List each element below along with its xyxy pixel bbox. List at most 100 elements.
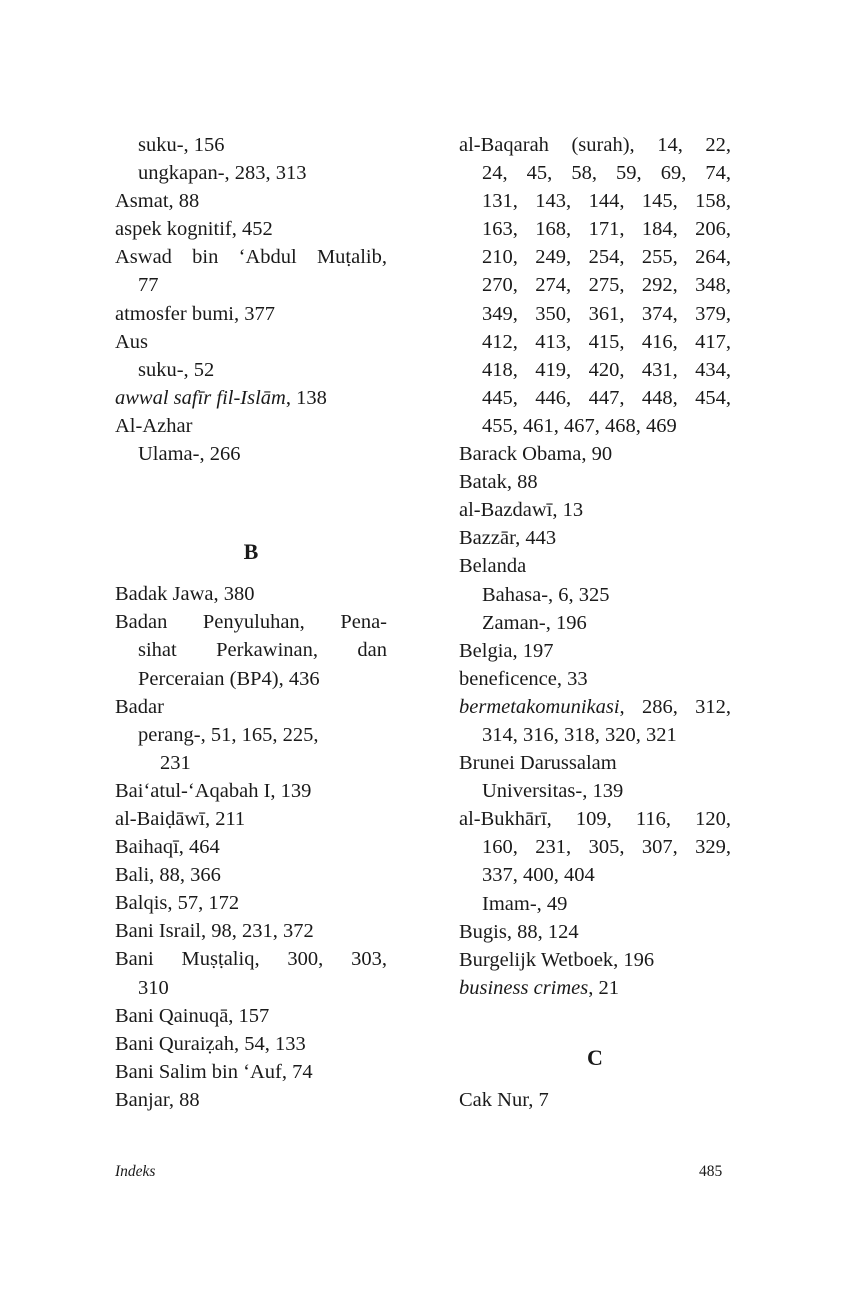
index-text: al-Baqarah (surah), 14, 22, xyxy=(459,134,731,156)
index-letter-heading: B xyxy=(115,524,387,580)
index-subentry-line: ungkapan-, 283, 313 xyxy=(115,159,387,187)
index-text: Badak Jawa, 380 xyxy=(115,583,255,606)
index-subentry-line: 231 xyxy=(115,749,387,777)
index-letter-heading: C xyxy=(459,1030,731,1086)
index-text: 445, 446, 447, 448, 454, xyxy=(482,386,731,409)
index-subentry-line: 131, 143, 144, 145, 158, xyxy=(459,187,731,215)
index-term-italic: business crimes xyxy=(459,976,589,999)
index-subentry-line: Universitas-, 139 xyxy=(459,777,731,805)
page-number: 485 xyxy=(699,1163,723,1180)
index-text: Universitas-, 139 xyxy=(482,780,624,803)
index-text: B xyxy=(243,539,259,565)
index-text: 131, 143, 144, 145, 158, xyxy=(482,190,731,213)
index-entry-line: beneficence, 33 xyxy=(459,665,731,693)
index-text: 349, 350, 361, 374, 379, xyxy=(482,302,731,325)
index-subentry-line: suku-, 156 xyxy=(115,131,387,159)
index-subentry-line: Imam-, 49 xyxy=(459,890,731,918)
index-entry-line: Balqis, 57, 172 xyxy=(115,889,387,917)
index-entry-line: Belanda xyxy=(459,552,731,580)
index-subentry-line: 455, 461, 467, 468, 469 xyxy=(459,412,731,440)
index-text: Cak Nur, 7 xyxy=(459,1088,549,1111)
index-text: 77 xyxy=(138,274,159,297)
index-subentry-line: 77 xyxy=(115,271,387,299)
index-entry-line: awwal safīr fil-Islām, 138 xyxy=(115,384,387,412)
index-entry-line: Badar xyxy=(115,693,387,721)
index-entry-line: business crimes, 21 xyxy=(459,974,731,1002)
index-subentry-line: 210, 249, 254, 255, 264, xyxy=(459,243,731,271)
index-text: Bani Salim bin ‘Auf, 74 xyxy=(115,1060,313,1083)
index-text: 210, 249, 254, 255, 264, xyxy=(482,246,731,269)
index-term-italic: awwal safīr fil-Islām xyxy=(115,386,286,409)
index-column-right: al-Baqarah (surah), 14, 22, 24, 45, 58, 5… xyxy=(459,131,731,1114)
index-text: al-Baiḍāwī, 211 xyxy=(115,807,246,830)
index-subentry-line: 445, 446, 447, 448, 454, xyxy=(459,384,731,412)
index-text: Batak, 88 xyxy=(459,471,538,494)
index-entry-line: Aus xyxy=(115,328,387,356)
index-entry-line xyxy=(115,468,387,496)
index-entry-line: Banjar, 88 xyxy=(115,1086,387,1114)
index-text: perang-, 51, 165, 225, xyxy=(138,723,319,746)
index-entry-line: Cak Nur, 7 xyxy=(459,1086,731,1114)
index-text: Bali, 88, 366 xyxy=(115,864,221,887)
index-text: Badan Penyuluhan, Pena- xyxy=(115,611,387,634)
index-text: 337, 400, 404 xyxy=(482,864,595,887)
index-text: Bahasa-, 6, 325 xyxy=(482,583,610,606)
index-text: , 21 xyxy=(588,976,620,999)
index-text: al-Bukhārī, 109, 116, 120, xyxy=(459,808,731,831)
index-subentry-line: 412, 413, 415, 416, 417, xyxy=(459,328,731,356)
index-subentry-line: 337, 400, 404 xyxy=(459,861,731,889)
index-entry-line: atmosfer bumi, 377 xyxy=(115,300,387,328)
index-subentry-line: Bahasa-, 6, 325 xyxy=(459,581,731,609)
index-text: 412, 413, 415, 416, 417, xyxy=(482,330,731,353)
index-text: Burgelijk Wetboek, 196 xyxy=(459,948,655,971)
index-entry-line: al-Baiḍāwī, 211 xyxy=(115,805,387,833)
index-text: atmosfer bumi, 377 xyxy=(115,302,275,325)
index-entry-line: Badak Jawa, 380 xyxy=(115,580,387,608)
index-entry-line: Al-Azhar xyxy=(115,412,387,440)
index-text: Bazzār, 443 xyxy=(459,527,557,550)
index-entry-line: Bugis, 88, 124 xyxy=(459,918,731,946)
index-text: Bani Qainuqā, 157 xyxy=(115,1004,270,1027)
index-text: Asmat, 88 xyxy=(115,190,200,213)
index-text: , 138 xyxy=(285,386,327,409)
index-text: Ulama-, 266 xyxy=(138,443,241,466)
index-text: Brunei Darussalam xyxy=(459,752,617,775)
index-entry-line: Badan Penyuluhan, Pena- xyxy=(115,608,387,636)
index-text: Belgia, 197 xyxy=(459,639,554,662)
index-column-left: suku-, 156 ungkapan-, 283, 313 Asmat, 88 as… xyxy=(115,131,387,1114)
index-text: 270, 274, 275, 292, 348, xyxy=(482,274,731,297)
index-entry-line: bermetakomunikasi, 286, 312, xyxy=(459,693,731,721)
index-text: Bani Israil, 98, 231, 372 xyxy=(115,920,314,943)
index-subentry-line: suku-, 52 xyxy=(115,356,387,384)
index-subentry-line: 310 xyxy=(115,974,387,1002)
index-entry-line: aspek kognitif, 452 xyxy=(115,215,387,243)
index-entry-line: Bai‘atul-‘Aqabah I, 139 xyxy=(115,777,387,805)
index-subentry-line: perang-, 51, 165, 225, xyxy=(115,721,387,749)
index-text: Barack Obama, 90 xyxy=(459,443,613,466)
index-text: , 286, 312, xyxy=(619,695,731,718)
index-entry-line: Bazzār, 443 xyxy=(459,524,731,552)
index-text: 310 xyxy=(138,976,169,999)
index-text: Badar xyxy=(115,695,164,718)
index-entry-line: Bani Qainuqā, 157 xyxy=(115,1002,387,1030)
index-text: al-Bazdawī, 13 xyxy=(459,499,584,522)
index-text: Baihaqī, 464 xyxy=(115,836,220,859)
index-entry-line: Barack Obama, 90 xyxy=(459,440,731,468)
index-entry-line: Belgia, 197 xyxy=(459,637,731,665)
index-entry-line: al-Bazdawī, 13 xyxy=(459,496,731,524)
index-entry-line: Bani Salim bin ‘Auf, 74 xyxy=(115,1058,387,1086)
index-text: aspek kognitif, 452 xyxy=(115,218,273,241)
index-entry-line: Burgelijk Wetboek, 196 xyxy=(459,946,731,974)
index-subentry-line: Ulama-, 266 xyxy=(115,440,387,468)
index-entry-line: Bani Muṣṭaliq, 300, 303, xyxy=(115,945,387,973)
index-text: Imam-, 49 xyxy=(482,892,568,915)
index-text: Zaman-, 196 xyxy=(482,611,587,634)
index-text: Bugis, 88, 124 xyxy=(459,920,579,943)
index-text: 163, 168, 171, 184, 206, xyxy=(482,218,731,241)
index-text: ungkapan-, 283, 313 xyxy=(138,162,307,185)
index-text: Aswad bin ‘Abdul Muṭalib, xyxy=(115,246,387,269)
index-subentry-line: 314, 316, 318, 320, 321 xyxy=(459,721,731,749)
index-entry-line: Brunei Darussalam xyxy=(459,749,731,777)
index-entry-line: Bani Quraiẓah, 54, 133 xyxy=(115,1030,387,1058)
index-entry-line: Asmat, 88 xyxy=(115,187,387,215)
